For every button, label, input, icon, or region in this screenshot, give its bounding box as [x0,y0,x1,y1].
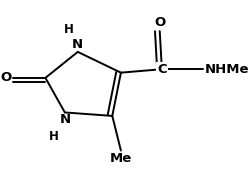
Text: O: O [1,71,12,84]
Text: C: C [156,63,166,76]
Text: N: N [59,113,70,126]
Text: O: O [154,16,165,29]
Text: N: N [72,38,83,51]
Text: H: H [64,23,74,36]
Text: NHMe: NHMe [204,63,248,76]
Text: H: H [49,130,59,143]
Text: Me: Me [109,152,132,165]
